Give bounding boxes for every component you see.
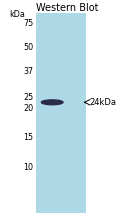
FancyBboxPatch shape (36, 13, 86, 213)
Text: 25: 25 (23, 94, 34, 102)
Text: 15: 15 (24, 133, 34, 142)
Ellipse shape (41, 100, 63, 105)
Text: Western Blot: Western Blot (36, 3, 98, 13)
Text: 75: 75 (23, 19, 34, 28)
Text: 37: 37 (24, 67, 34, 76)
Text: 24kDa: 24kDa (89, 98, 116, 107)
Text: 20: 20 (24, 104, 34, 113)
Text: kDa: kDa (10, 10, 25, 19)
Text: 10: 10 (24, 163, 34, 172)
Text: 50: 50 (24, 43, 34, 52)
